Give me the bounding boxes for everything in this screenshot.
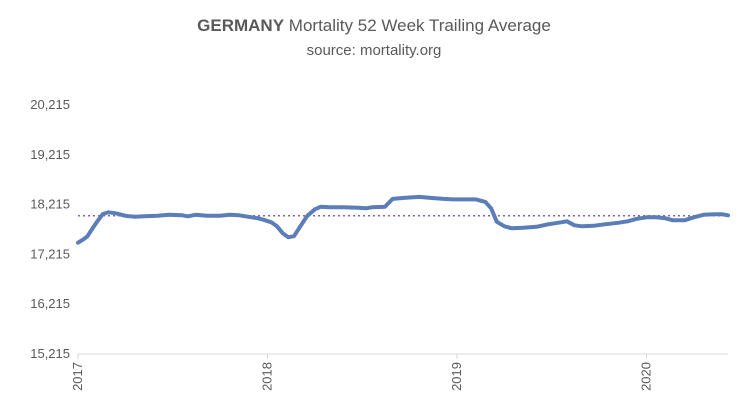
y-tick-label: 17,215 (30, 246, 70, 261)
chart-title: GERMANY Mortality 52 Week Trailing Avera… (0, 16, 748, 36)
x-tick-label: 2020 (639, 362, 654, 391)
mortality-series-line (76, 194, 730, 245)
y-tick-label: 20,215 (30, 97, 70, 112)
x-tick-label: 2018 (260, 362, 275, 391)
x-tick-label: 2019 (449, 362, 464, 391)
chart-title-rest: Mortality 52 Week Trailing Average (284, 16, 551, 35)
x-axis-ticks: 2017 2018 2019 2020 (70, 354, 654, 391)
y-tick-label: 15,215 (30, 346, 70, 361)
chart-subtitle: source: mortality.org (306, 42, 442, 59)
chart-title-bold: GERMANY (197, 16, 285, 35)
y-tick-label: 18,215 (30, 197, 70, 212)
y-tick-label: 16,215 (30, 296, 70, 311)
y-axis-ticks: 20,215 19,215 18,215 17,215 16,215 15,215 (30, 97, 70, 361)
x-tick-label: 2017 (70, 362, 85, 391)
y-tick-label: 19,215 (30, 147, 70, 162)
